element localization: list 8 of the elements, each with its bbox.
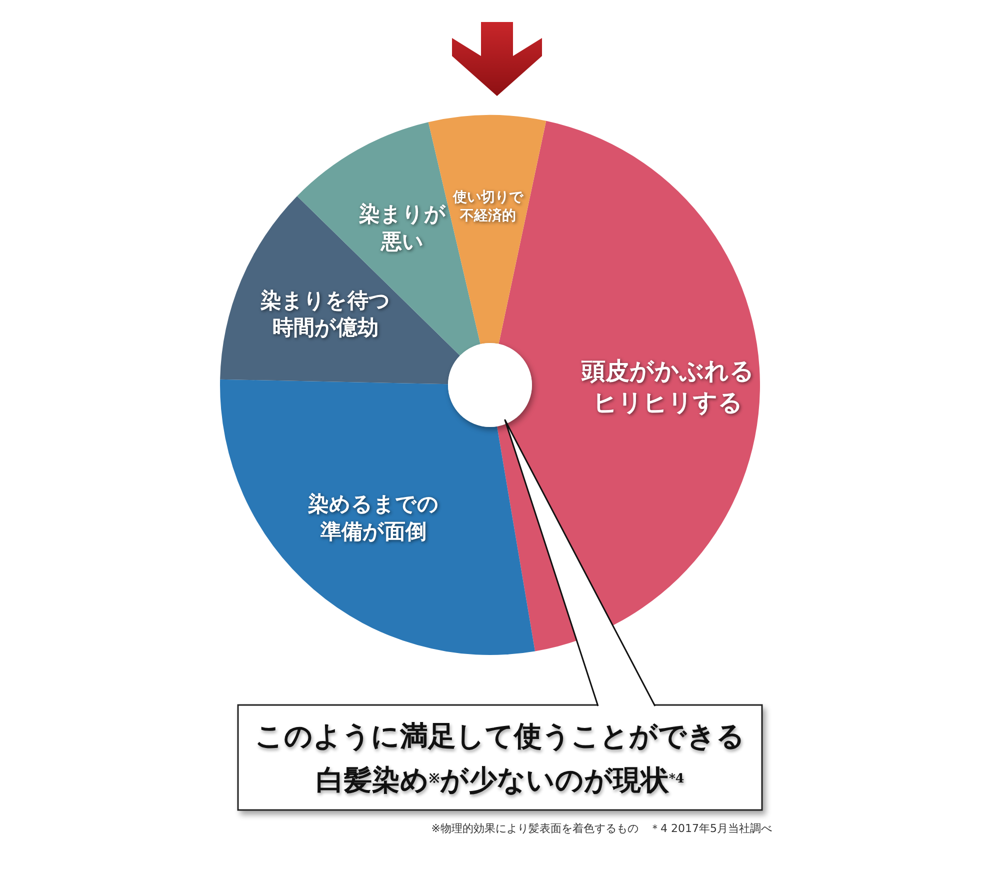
text: このように満足して使うことができる白髪染め$^{※}$が少ないのが現状$^{*4}$: [255, 720, 745, 796]
slice-label: 使い切りで不経済的: [452, 189, 524, 224]
slice-label: 染まりが悪い: [358, 202, 446, 254]
text: ※物理的効果により髪表面を着色するもの ＊4 2017年5月当社調べ: [431, 822, 772, 835]
donut-slice: [220, 379, 536, 655]
slice-label: 頭皮がかぶれるヒリヒリする: [580, 356, 755, 417]
slice-label: 染まりを待つ時間が億劫: [260, 288, 391, 340]
slice-label: 染めるまでの準備が面倒: [307, 492, 440, 544]
